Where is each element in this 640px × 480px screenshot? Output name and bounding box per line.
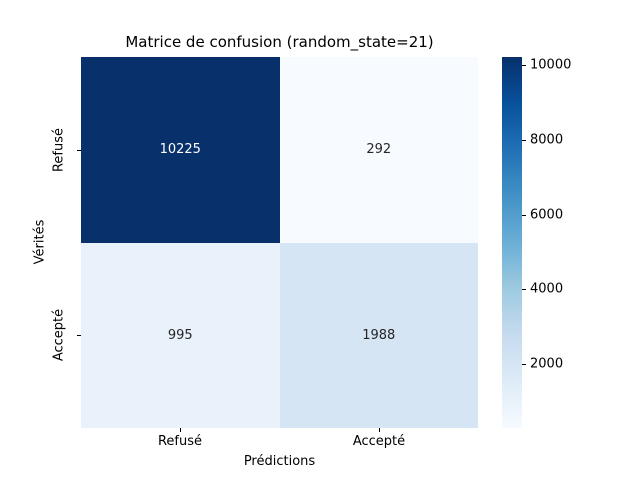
x-tick-label-accepte: Accepté: [352, 434, 406, 449]
x-tick-label-refuse: Refusé: [157, 434, 203, 449]
heatmap-grid: 10225 292 995 1988: [81, 57, 478, 428]
x-tick-mark: [180, 428, 181, 432]
y-tick-label-accepte: Accepté: [51, 308, 67, 362]
heatmap-cell-true-refuse-pred-accepte: 292: [279, 57, 478, 243]
colorbar-tick-mark: [522, 289, 526, 290]
heatmap-cell-true-accepte-pred-refuse: 995: [81, 242, 280, 428]
colorbar-tick-mark: [522, 65, 526, 66]
y-tick-mark: [77, 150, 81, 151]
x-tick-mark: [379, 428, 380, 432]
chart-title: Matrice de confusion (random_state=21): [125, 33, 434, 51]
y-tick-label-refuse: Refusé: [51, 127, 67, 173]
colorbar-tick-label: 4000: [530, 281, 564, 297]
colorbar-tick-label: 10000: [530, 57, 572, 73]
colorbar-tick-mark: [522, 364, 526, 365]
colorbar-tick-mark: [522, 215, 526, 216]
x-axis-label: Prédictions: [243, 454, 316, 469]
colorbar: [502, 57, 522, 428]
colorbar-tick-label: 6000: [530, 207, 564, 223]
y-axis-label: Vérités: [32, 219, 48, 265]
colorbar-tick-label: 8000: [530, 132, 564, 148]
colorbar-tick-mark: [522, 140, 526, 141]
heatmap-cell-true-accepte-pred-accepte: 1988: [279, 242, 478, 428]
y-tick-mark: [77, 335, 81, 336]
colorbar-tick-label: 2000: [530, 356, 564, 372]
heatmap-cell-true-refuse-pred-refuse: 10225: [81, 57, 280, 243]
